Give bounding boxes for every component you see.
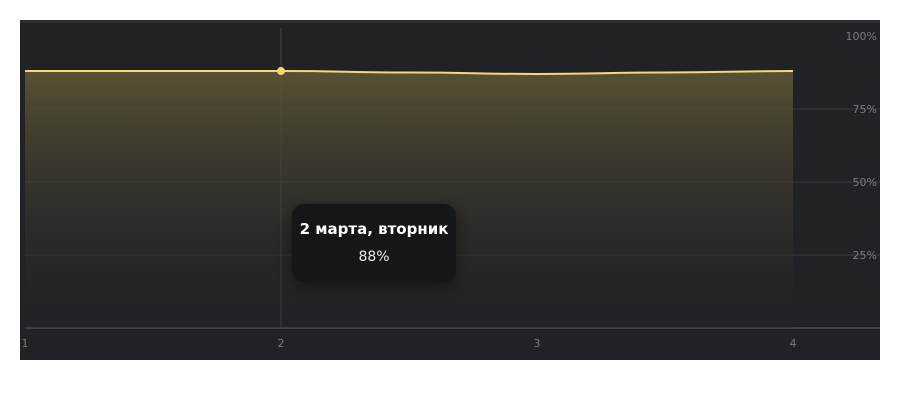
area-chart: 25% 50% 75% 100% 1 2 3 4 [22,28,880,350]
chart-panel: 25% 50% 75% 100% 1 2 3 4 2 марта, вторник 88% [20,20,880,360]
tooltip-value: 88% [358,249,390,265]
y-tick-label: 75% [853,103,877,116]
y-tick-label: 100% [846,30,877,43]
tick-labels: 25% 50% 75% 100% 1 2 3 4 [22,30,878,350]
x-tick-label: 2 [278,337,285,350]
x-tick-label: 4 [790,337,797,350]
marker-layer [277,67,285,76]
area-fill [25,71,793,328]
y-tick-label: 50% [853,176,877,189]
y-tick-label: 25% [853,249,877,262]
tooltip: 2 марта, вторник 88% [292,204,456,282]
x-tick-label: 3 [534,337,541,350]
tooltip-date: 2 марта, вторник [299,220,449,238]
area-layer [25,70,794,328]
series-line [25,70,794,75]
highlight-point[interactable] [277,67,285,76]
x-tick-label: 1 [22,337,29,350]
